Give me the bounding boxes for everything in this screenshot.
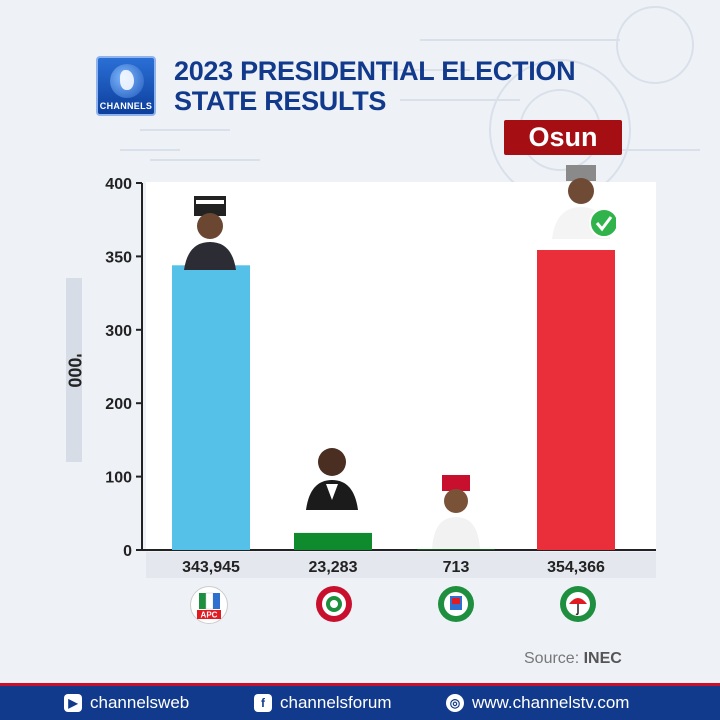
source-note: Source: INEC bbox=[524, 650, 622, 668]
y-tick-label: 200 bbox=[105, 396, 132, 413]
party-logo-apc: APC bbox=[190, 586, 228, 624]
website-url: www.channelstv.com bbox=[472, 693, 630, 712]
bar-pdp bbox=[537, 249, 615, 550]
bar-lp bbox=[294, 532, 372, 550]
source-value: INEC bbox=[583, 650, 622, 667]
footer-facebook[interactable]: f channelsforum bbox=[254, 693, 392, 713]
candidate-photo-apc bbox=[184, 196, 236, 270]
footer-divider bbox=[0, 683, 720, 686]
y-tick-label: 350 bbox=[105, 249, 132, 266]
bar-nnpp bbox=[417, 549, 495, 550]
candidate-photo-lp bbox=[306, 440, 358, 510]
candidate-photo-nnpp bbox=[432, 473, 480, 549]
footer-bar: ▶ channelsweb f channelsforum ◎ www.chan… bbox=[0, 686, 720, 720]
youtube-handle: channelsweb bbox=[90, 693, 190, 712]
lp-emblem-icon bbox=[322, 592, 346, 616]
apc-flag-icon: APC bbox=[197, 592, 221, 620]
footer-website[interactable]: ◎ www.channelstv.com bbox=[446, 693, 629, 713]
party-label-apc: APC bbox=[201, 611, 218, 620]
logo-text: CHANNELS bbox=[99, 101, 153, 111]
page-title: 2023 PRESIDENTIAL ELECTION STATE RESULTS bbox=[174, 56, 576, 116]
candidate-photo-pdp bbox=[552, 165, 616, 239]
party-logo-pdp bbox=[560, 586, 596, 622]
facebook-icon: f bbox=[254, 694, 272, 712]
globe-icon bbox=[110, 64, 144, 98]
youtube-icon: ▶ bbox=[64, 694, 82, 712]
value-label-pdp: 354,366 bbox=[547, 559, 605, 576]
party-logo-nnpp bbox=[438, 586, 474, 622]
y-tick-label: 0 bbox=[123, 543, 132, 560]
nnpp-emblem-icon bbox=[444, 592, 468, 616]
state-badge: Osun bbox=[504, 120, 622, 155]
value-label-nnpp: 713 bbox=[443, 559, 470, 576]
y-tick-label: 300 bbox=[105, 323, 132, 340]
party-logo-lp bbox=[316, 586, 352, 622]
globe-web-icon: ◎ bbox=[446, 694, 464, 712]
channels-logo: CHANNELS bbox=[96, 56, 156, 116]
pdp-umbrella-icon bbox=[566, 592, 590, 616]
value-label-apc: 343,945 bbox=[182, 559, 240, 576]
title-line-2: STATE RESULTS bbox=[174, 86, 387, 116]
source-label: Source: bbox=[524, 650, 580, 667]
y-tick-label: 400 bbox=[105, 176, 132, 193]
y-axis-label-band bbox=[66, 278, 82, 462]
y-tick-label: 100 bbox=[105, 470, 132, 487]
title-line-1: 2023 PRESIDENTIAL ELECTION bbox=[174, 56, 576, 86]
value-label-lp: 23,283 bbox=[309, 559, 358, 576]
bar-apc bbox=[172, 265, 250, 550]
footer-youtube[interactable]: ▶ channelsweb bbox=[64, 693, 189, 713]
facebook-handle: channelsforum bbox=[280, 693, 392, 712]
value-strip bbox=[146, 552, 656, 578]
